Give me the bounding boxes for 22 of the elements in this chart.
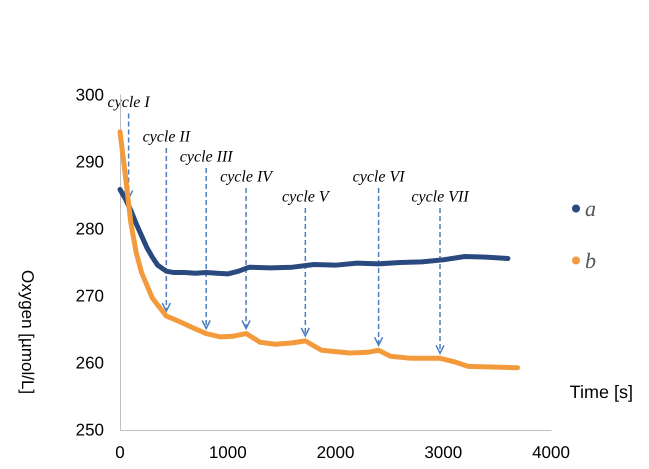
- y-tick-label: 290: [76, 152, 104, 172]
- x-tick-label: 2000: [316, 443, 354, 462]
- legend-label: b: [585, 248, 596, 273]
- x-tick-label: 4000: [532, 443, 570, 462]
- y-tick-label: 260: [76, 354, 104, 372]
- y-tick-label: 300: [76, 86, 104, 104]
- annotation: cycle VII: [411, 188, 470, 206]
- annotation: cycle III: [180, 148, 234, 166]
- annotation: cycle IV: [220, 168, 274, 186]
- y-tick-label: 270: [76, 286, 104, 306]
- annotation: cycle V: [282, 188, 331, 206]
- x-tick-label: 1000: [208, 443, 247, 462]
- annotation: cycle I: [108, 94, 150, 112]
- y-tick-label: 280: [76, 220, 104, 238]
- annotation: cycle VI: [352, 168, 406, 186]
- annotation: cycle II: [142, 128, 191, 146]
- legend-label: a: [585, 196, 596, 221]
- x-tick-label: 0: [115, 443, 125, 462]
- x-axis-title: Time [s]: [570, 382, 634, 402]
- y-axis-title: Oxygen [µmol/L]: [18, 270, 37, 394]
- y-tick-label: 250: [76, 420, 104, 440]
- x-tick-label: 3000: [424, 443, 462, 462]
